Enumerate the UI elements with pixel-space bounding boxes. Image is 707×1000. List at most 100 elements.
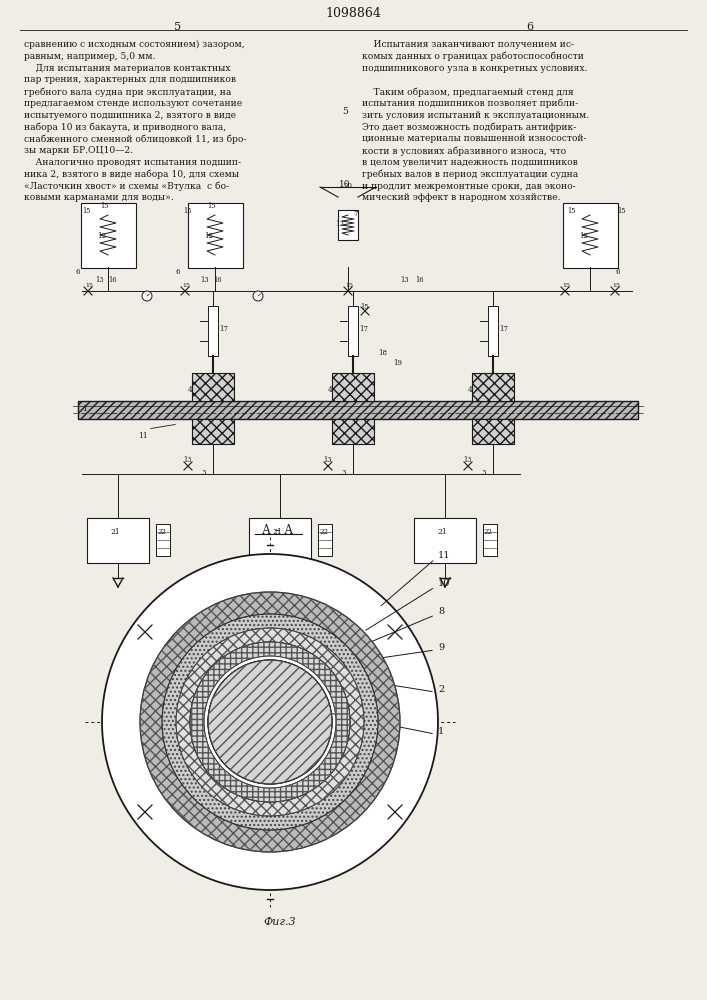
Text: 6: 6 <box>175 268 180 276</box>
Text: 15: 15 <box>345 283 353 288</box>
Text: 11: 11 <box>138 432 148 440</box>
Bar <box>81 202 136 267</box>
Text: Испытания заканчивают получением ис-: Испытания заканчивают получением ис- <box>362 40 574 49</box>
Bar <box>208 306 218 356</box>
Bar <box>187 202 243 267</box>
Text: испытания подшипников позволяет прибли-: испытания подшипников позволяет прибли- <box>362 99 578 108</box>
Text: Фиг.2: Фиг.2 <box>341 595 374 605</box>
Text: 16: 16 <box>415 276 423 284</box>
Text: 3: 3 <box>341 469 346 477</box>
Text: 1: 1 <box>82 405 87 413</box>
Text: 12: 12 <box>204 232 214 240</box>
Text: зить условия испытаний к эксплуатационным.: зить условия испытаний к эксплуатационны… <box>362 111 589 120</box>
Bar <box>563 202 617 267</box>
Bar <box>332 373 374 401</box>
Text: А – А: А – А <box>262 524 293 537</box>
Text: Таким образом, предлагаемый стенд для: Таким образом, предлагаемый стенд для <box>362 87 573 97</box>
Text: 4: 4 <box>188 386 193 394</box>
Text: 15: 15 <box>562 283 570 288</box>
Text: 5: 5 <box>342 107 348 116</box>
Text: зы марки БР.ОЦ10—2.: зы марки БР.ОЦ10—2. <box>24 146 133 155</box>
Text: комых данных о границах работоспособности: комых данных о границах работоспособност… <box>362 52 584 61</box>
Text: 5: 5 <box>175 22 182 32</box>
Text: 7: 7 <box>353 210 358 218</box>
Text: 15: 15 <box>207 202 216 210</box>
Text: Для испытания материалов контактных: Для испытания материалов контактных <box>24 64 230 73</box>
Text: 15: 15 <box>360 303 368 311</box>
Circle shape <box>142 291 152 301</box>
Bar <box>78 401 638 419</box>
Text: набора 10 из бакаута, и приводного вала,: набора 10 из бакаута, и приводного вала, <box>24 123 226 132</box>
Bar <box>338 210 358 240</box>
Bar <box>332 419 374 444</box>
Text: 15: 15 <box>183 207 192 215</box>
Text: 2  10: 2 10 <box>341 381 361 389</box>
Text: 13: 13 <box>400 276 409 284</box>
Text: кости в условиях абразивного износа, что: кости в условиях абразивного износа, что <box>362 146 566 156</box>
Bar <box>192 419 234 444</box>
Text: 15: 15 <box>612 283 620 288</box>
Bar <box>192 419 234 444</box>
Text: Аналогично проводят испытания подшип-: Аналогично проводят испытания подшип- <box>24 158 241 167</box>
Bar <box>156 524 170 556</box>
Bar <box>332 373 374 401</box>
Text: 13: 13 <box>95 276 103 284</box>
Text: испытуемого подшипника 2, взятого в виде: испытуемого подшипника 2, взятого в виде <box>24 111 236 120</box>
Text: 6: 6 <box>527 22 534 32</box>
Text: 8: 8 <box>367 396 372 404</box>
Text: 4: 4 <box>328 386 333 394</box>
Text: подшипникового узла в конкретных условиях.: подшипникового узла в конкретных условия… <box>362 64 588 73</box>
Circle shape <box>253 291 263 301</box>
Text: 22: 22 <box>319 528 328 536</box>
Text: 12: 12 <box>336 220 344 228</box>
Text: 1: 1 <box>438 726 444 736</box>
Text: в целом увеличит надежность подшипников: в целом увеличит надежность подшипников <box>362 158 578 167</box>
Bar <box>414 518 476 562</box>
Text: 6: 6 <box>75 268 79 276</box>
Bar <box>249 518 311 562</box>
Bar <box>78 401 638 419</box>
Text: 12: 12 <box>580 232 588 240</box>
Text: сравнению с исходным состоянием) зазором,: сравнению с исходным состоянием) зазором… <box>24 40 245 49</box>
Text: 12: 12 <box>98 232 107 240</box>
Text: 20: 20 <box>344 182 353 190</box>
Bar <box>318 524 332 556</box>
Text: 15: 15 <box>82 207 90 215</box>
Text: 9: 9 <box>438 643 444 652</box>
Text: 17: 17 <box>219 325 228 333</box>
Bar <box>87 518 149 562</box>
Text: 13: 13 <box>183 456 192 464</box>
Text: 22: 22 <box>157 528 166 536</box>
Bar <box>192 373 234 401</box>
Text: 22: 22 <box>484 528 493 536</box>
Text: «Ласточкин хвост» и схемы «Втулка  с бо-: «Ласточкин хвост» и схемы «Втулка с бо- <box>24 182 229 191</box>
Bar <box>192 373 234 401</box>
Text: ционные материалы повышенной износостой-: ционные материалы повышенной износостой- <box>362 134 587 143</box>
Bar <box>488 306 498 356</box>
Text: 3: 3 <box>481 469 486 477</box>
Text: 10: 10 <box>438 580 450 588</box>
Text: 15: 15 <box>567 207 575 215</box>
Text: и продлит межремонтные сроки, дав эконо-: и продлит межремонтные сроки, дав эконо- <box>362 182 575 191</box>
Text: 8: 8 <box>438 607 444 616</box>
Text: Это дает возможность подбирать антифрик-: Это дает возможность подбирать антифрик- <box>362 123 576 132</box>
Bar <box>472 419 514 444</box>
Text: 15: 15 <box>182 283 190 288</box>
Text: пар трения, характерных для подшипников: пар трения, характерных для подшипников <box>24 75 236 84</box>
Text: ника 2, взятого в виде набора 10, для схемы: ника 2, взятого в виде набора 10, для сх… <box>24 170 239 179</box>
Text: гребных валов в период эксплуатации судна: гребных валов в период эксплуатации судн… <box>362 170 578 179</box>
Text: 21: 21 <box>437 528 447 536</box>
Text: 16: 16 <box>213 276 221 284</box>
Text: 4: 4 <box>468 386 473 394</box>
Bar <box>472 419 514 444</box>
Text: 17: 17 <box>359 325 368 333</box>
Circle shape <box>102 554 438 890</box>
Text: гребного вала судна при эксплуатации, на: гребного вала судна при эксплуатации, на <box>24 87 231 97</box>
Text: предлагаемом стенде используют сочетание: предлагаемом стенде используют сочетание <box>24 99 242 108</box>
Bar <box>348 306 358 356</box>
Bar <box>472 373 514 401</box>
Text: 13: 13 <box>200 276 209 284</box>
Text: Фиг.3: Фиг.3 <box>264 917 296 927</box>
Text: 15: 15 <box>100 202 108 210</box>
Text: 15: 15 <box>617 207 626 215</box>
